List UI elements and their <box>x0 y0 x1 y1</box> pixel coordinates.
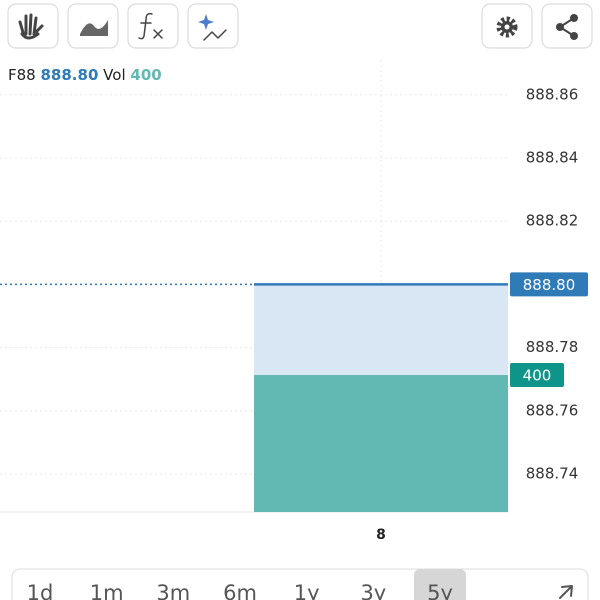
indicator-button[interactable] <box>127 3 179 49</box>
volume-bar <box>254 375 508 512</box>
range-button[interactable]: 5y <box>427 581 453 600</box>
share-dot <box>556 23 564 31</box>
gear-hole <box>504 24 510 30</box>
hand-icon <box>18 13 44 40</box>
fx-icon <box>138 12 163 40</box>
area-icon <box>80 20 108 36</box>
y-tick-label: 888.78 <box>526 338 579 356</box>
legend-price: 888.80 <box>41 66 99 84</box>
legend-vol: 400 <box>130 66 161 84</box>
price-badge <box>510 272 588 297</box>
gear-icon <box>496 16 518 38</box>
y-tick-label: 888.84 <box>526 148 579 166</box>
range-button[interactable]: 3m <box>156 581 190 600</box>
range-selector: 1d 1m 3m 6m 1y 3y 5y <box>27 569 467 600</box>
range-selected-bg <box>414 569 467 600</box>
expand-icon[interactable] <box>559 585 573 599</box>
ai-button[interactable] <box>187 3 239 49</box>
sparkle-icon <box>198 14 214 30</box>
trend-icon <box>203 29 227 41</box>
range-button[interactable]: 1y <box>294 581 320 600</box>
share-button[interactable] <box>541 3 593 49</box>
plot <box>0 60 508 513</box>
legend: F88 888.80 Vol 400 <box>8 66 162 84</box>
share-dot <box>570 32 578 40</box>
price-badge-label: 888.80 <box>523 276 576 294</box>
x-tick-label: 8 <box>376 527 386 543</box>
range-button[interactable]: 6m <box>223 581 257 600</box>
legend-symbol: F88 <box>8 66 36 84</box>
legend-vol-name: Vol <box>103 66 125 84</box>
range-button[interactable]: 3y <box>360 581 386 600</box>
y-tick-label: 888.76 <box>526 401 579 419</box>
range-button[interactable]: 1m <box>90 581 124 600</box>
volume-badge <box>510 363 564 388</box>
y-tick-label: 888.74 <box>526 465 579 483</box>
range-button[interactable]: 1d <box>27 581 54 600</box>
volume-badge-label: 400 <box>523 367 552 385</box>
y-tick-label: 888.86 <box>526 85 579 103</box>
toolbar <box>7 3 593 49</box>
share-dot <box>570 14 578 22</box>
draw-tool-button[interactable] <box>7 3 59 49</box>
y-tick-label: 888.82 <box>526 212 579 230</box>
